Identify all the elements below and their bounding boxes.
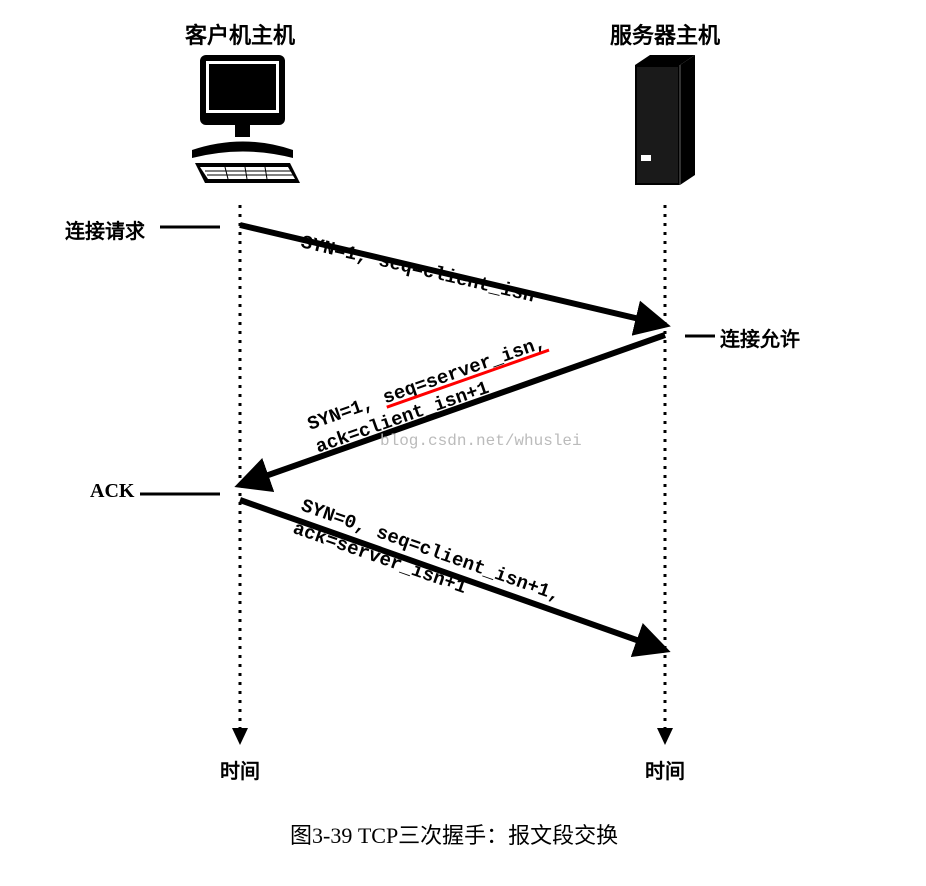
diagram-container: 客户机主机 服务器主机 连接请求 连接允许 ACK 时间 时间 图3-39 TC… [0,0,926,886]
server-tower-icon [635,55,695,185]
arrow-3-text: SYN=0, seq=client_isn+1, ack=server_isn+… [290,495,574,633]
watermark-text: blog.csdn.net/whuslei [380,432,582,450]
client-computer-icon [192,55,300,183]
arrow-1-text: SYN=1, seq=client_isn [299,231,537,307]
diagram-svg: SYN=1, seq=client_isn SYN=1, seq=server_… [0,0,926,886]
client-lifeline-arrow [232,728,248,745]
server-lifeline-arrow [657,728,673,745]
